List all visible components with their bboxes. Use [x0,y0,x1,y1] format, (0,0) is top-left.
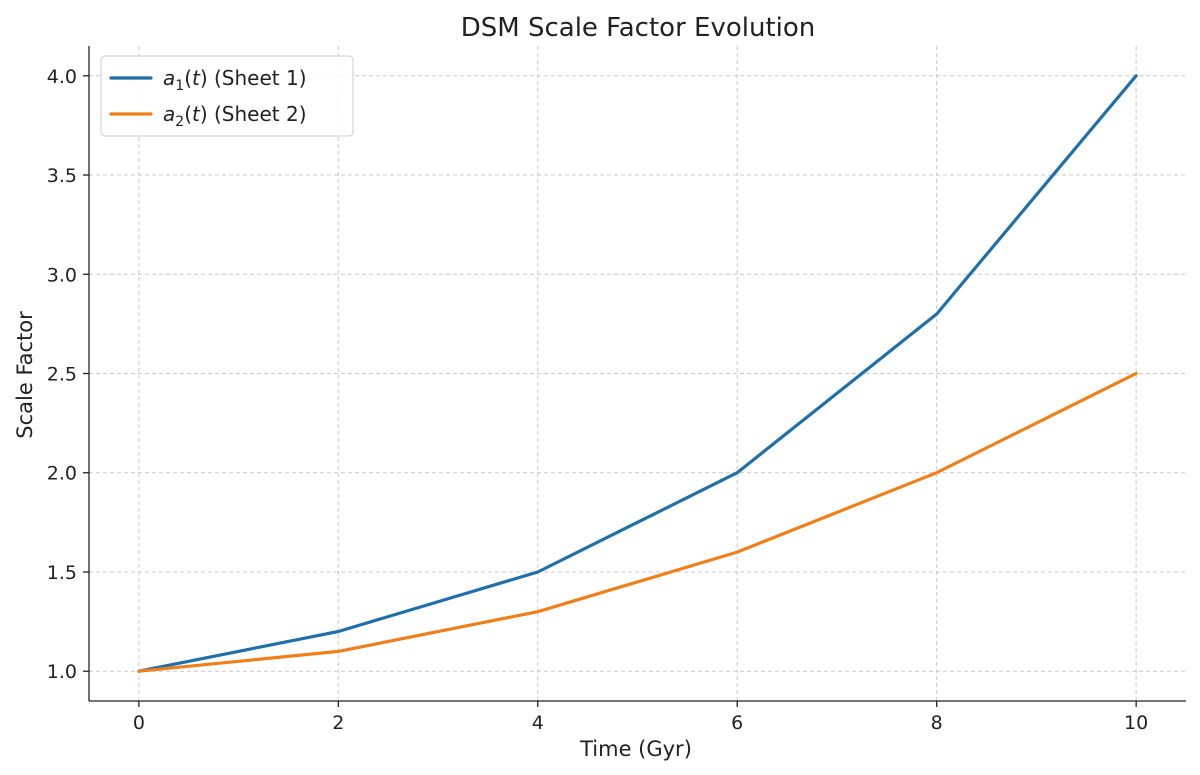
series-line-2 [137,371,1138,673]
x-tick-label: 8 [931,712,943,734]
x-tick-label: 2 [332,712,344,734]
series-line-1 [137,74,1138,673]
axes [83,46,1186,707]
legend-item: a2(t) (Sheet 2) [109,102,307,130]
y-tick-label: 3.0 [47,264,77,286]
y-axis-label: Scale Factor [13,311,37,439]
y-tick-label: 1.0 [47,661,77,683]
y-tick-label: 4.0 [47,66,77,88]
grid [89,46,1186,701]
y-tick-label: 2.5 [47,364,77,386]
x-tick-label: 0 [133,712,145,734]
x-tick-label: 4 [532,712,544,734]
legend-box [100,55,354,137]
x-axis-label: Time (Gyr) [579,737,692,761]
series-lines [137,74,1138,673]
legend: a1(t) (Sheet 1) a2(t) (Sheet 2) [100,55,354,137]
y-tick-label: 1.5 [47,562,77,584]
legend-label: a1(t) (Sheet 1) [163,66,307,94]
tick-labels: 0 2 4 6 8 10 1.0 1.5 2.0 2.5 3.0 3.5 4.0 [47,66,1148,734]
y-tick-label: 2.0 [47,463,77,485]
x-tick-label: 6 [731,712,743,734]
chart-title: DSM Scale Factor Evolution [461,13,816,43]
legend-label: a2(t) (Sheet 2) [163,102,307,130]
y-tick-label: 3.5 [47,165,77,187]
legend-item: a1(t) (Sheet 1) [109,66,307,94]
x-tick-label: 10 [1124,712,1148,734]
